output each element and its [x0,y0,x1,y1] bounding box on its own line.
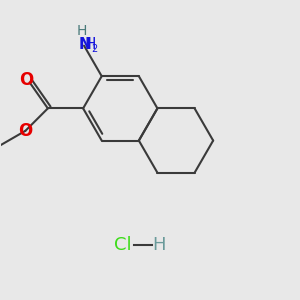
Text: Cl: Cl [114,236,132,254]
Text: 2: 2 [91,44,97,54]
Text: N: N [79,37,92,52]
Text: H: H [85,37,96,52]
Text: H: H [152,236,166,254]
Text: H: H [76,24,87,38]
Text: O: O [18,122,32,140]
Text: O: O [19,71,33,89]
